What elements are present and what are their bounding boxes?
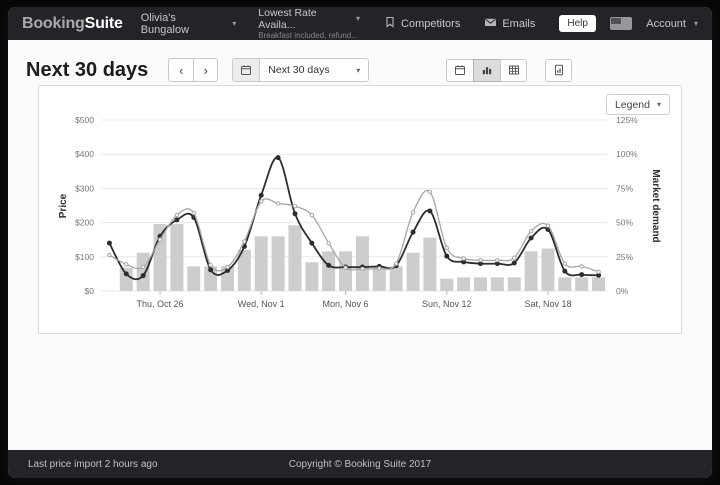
svg-text:Wed, Nov 1: Wed, Nov 1 [238, 299, 285, 309]
account-menu-label: Account [646, 17, 686, 30]
svg-text:Thu, Oct 26: Thu, Oct 26 [137, 299, 184, 309]
range-dropdown-value: Next 30 days [268, 64, 330, 76]
rate-selector-sublabel: Breakfast included, refund... [258, 30, 358, 40]
nav-competitors-label: Competitors [401, 17, 461, 30]
chevron-down-icon: ▾ [656, 100, 661, 109]
svg-text:$400: $400 [75, 149, 94, 159]
legend-button[interactable]: Legend ▾ [605, 94, 670, 115]
chevron-down-icon: ▾ [232, 19, 237, 28]
svg-text:50%: 50% [616, 218, 633, 228]
svg-text:$500: $500 [75, 115, 94, 125]
svg-text:125%: 125% [616, 115, 638, 125]
envelope-icon [484, 16, 497, 31]
svg-text:$100: $100 [75, 252, 94, 262]
nav-competitors[interactable]: Competitors [384, 16, 460, 31]
workspace-toggle-icon[interactable] [609, 17, 633, 30]
chevron-down-icon: ▾ [356, 65, 361, 75]
rate-selector-label: Lowest Rate Availa... [258, 7, 317, 31]
view-calendar-button[interactable] [446, 58, 473, 82]
svg-text:Market demand: Market demand [650, 169, 661, 242]
logo-booking: Booking [22, 14, 85, 32]
view-toggle-group [446, 58, 527, 82]
range-dropdown[interactable]: Next 30 days ▾ [260, 59, 368, 81]
svg-text:75%: 75% [616, 183, 633, 193]
account-menu[interactable]: Account ▾ [646, 18, 698, 30]
bar-chart-icon [482, 67, 492, 75]
property-selector[interactable]: Olivia's Bungalow ▾ [141, 12, 237, 36]
svg-text:$300: $300 [75, 183, 94, 193]
chevron-down-icon: ▾ [356, 14, 361, 24]
calendar-button[interactable] [233, 59, 261, 81]
svg-text:25%: 25% [616, 252, 633, 262]
toolbar: Next 30 days ‹ › Next 30 days ▾ [8, 40, 712, 88]
rate-selector[interactable]: Lowest Rate Availa... ▾ Breakfast includ… [258, 7, 360, 40]
prev-period-button[interactable]: ‹ [168, 58, 194, 82]
chevron-down-icon: ▾ [693, 19, 698, 28]
top-navigation-bar: BookingSuite Olivia's Bungalow ▾ Lowest … [8, 7, 712, 40]
bookingsuite-logo: BookingSuite [22, 15, 123, 33]
app-window: BookingSuite Olivia's Bungalow ▾ Lowest … [8, 7, 712, 478]
main-content: Next 30 days ‹ › Next 30 days ▾ [8, 40, 712, 450]
footer-bar: Copyright © Booking Suite 2017 Last pric… [8, 450, 712, 478]
property-selector-label: Olivia's Bungalow [140, 11, 190, 36]
chart-card: Legend ▾ $0 0% $100 25% $200 50% $300 75% $400 10… [38, 85, 682, 334]
nav-emails[interactable]: Emails [484, 16, 535, 31]
legend-button-label: Legend [614, 98, 650, 111]
svg-text:$200: $200 [75, 218, 94, 228]
report-document-icon [554, 64, 563, 76]
page-title: Next 30 days [26, 58, 149, 81]
last-import-status: Last price import 2 hours ago [28, 458, 158, 470]
svg-text:Mon, Nov 6: Mon, Nov 6 [323, 299, 369, 309]
svg-text:100%: 100% [616, 149, 638, 159]
nav-emails-label: Emails [502, 17, 536, 30]
svg-text:Sun, Nov 12: Sun, Nov 12 [422, 299, 472, 309]
svg-text:Sat, Nov 18: Sat, Nov 18 [524, 299, 571, 309]
svg-text:$0: $0 [85, 286, 95, 296]
svg-text:Price: Price [58, 193, 69, 218]
svg-text:0%: 0% [616, 286, 629, 296]
view-table-button[interactable] [500, 58, 527, 82]
copyright-text: Copyright © Booking Suite 2017 [288, 458, 432, 470]
competitors-bookmark-icon [384, 16, 396, 31]
table-icon [508, 65, 519, 75]
calendar-icon [241, 65, 252, 75]
report-button[interactable] [545, 58, 572, 82]
date-nav-arrows: ‹ › [168, 58, 219, 82]
help-button[interactable]: Help [559, 15, 596, 32]
next-period-button[interactable]: › [193, 58, 219, 82]
price-demand-chart: $0 0% $100 25% $200 50% $300 75% $400 100% $500 125… [58, 115, 661, 309]
range-picker: Next 30 days ▾ [232, 58, 370, 82]
logo-suite: Suite [84, 14, 123, 32]
view-chart-button[interactable] [473, 58, 500, 82]
calendar-icon [455, 65, 465, 75]
